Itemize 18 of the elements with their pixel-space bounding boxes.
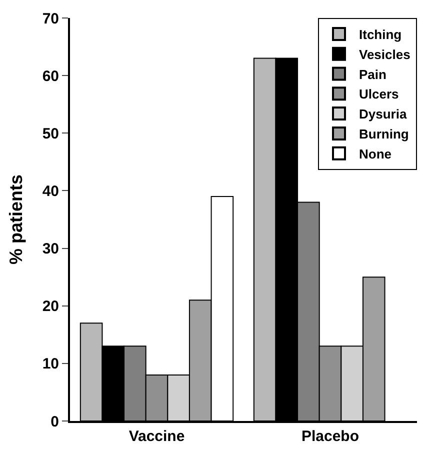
y-tick-label: 0 — [50, 413, 59, 430]
y-tick-label: 40 — [42, 182, 59, 200]
legend-label: Itching — [359, 27, 402, 42]
legend-label: Pain — [359, 66, 387, 82]
y-tick-label: 70 — [42, 10, 59, 28]
y-tick-label: 10 — [42, 356, 59, 373]
legend-label: Dysuria — [359, 106, 408, 122]
y-tick-label: 20 — [42, 298, 59, 316]
y-tick-label: 60 — [42, 68, 59, 85]
x-tick-label: Placebo — [301, 428, 360, 445]
y-axis-title: % patients — [6, 174, 26, 265]
x-tick-label: Vaccine — [128, 428, 185, 445]
legend-label: Ulcers — [359, 86, 399, 102]
legend-label: None — [359, 146, 392, 162]
legend-label: Burning — [359, 126, 409, 142]
legend-label: Vesicles — [359, 46, 410, 62]
y-tick-label: 50 — [42, 125, 59, 142]
y-tick-label: 30 — [42, 240, 59, 258]
